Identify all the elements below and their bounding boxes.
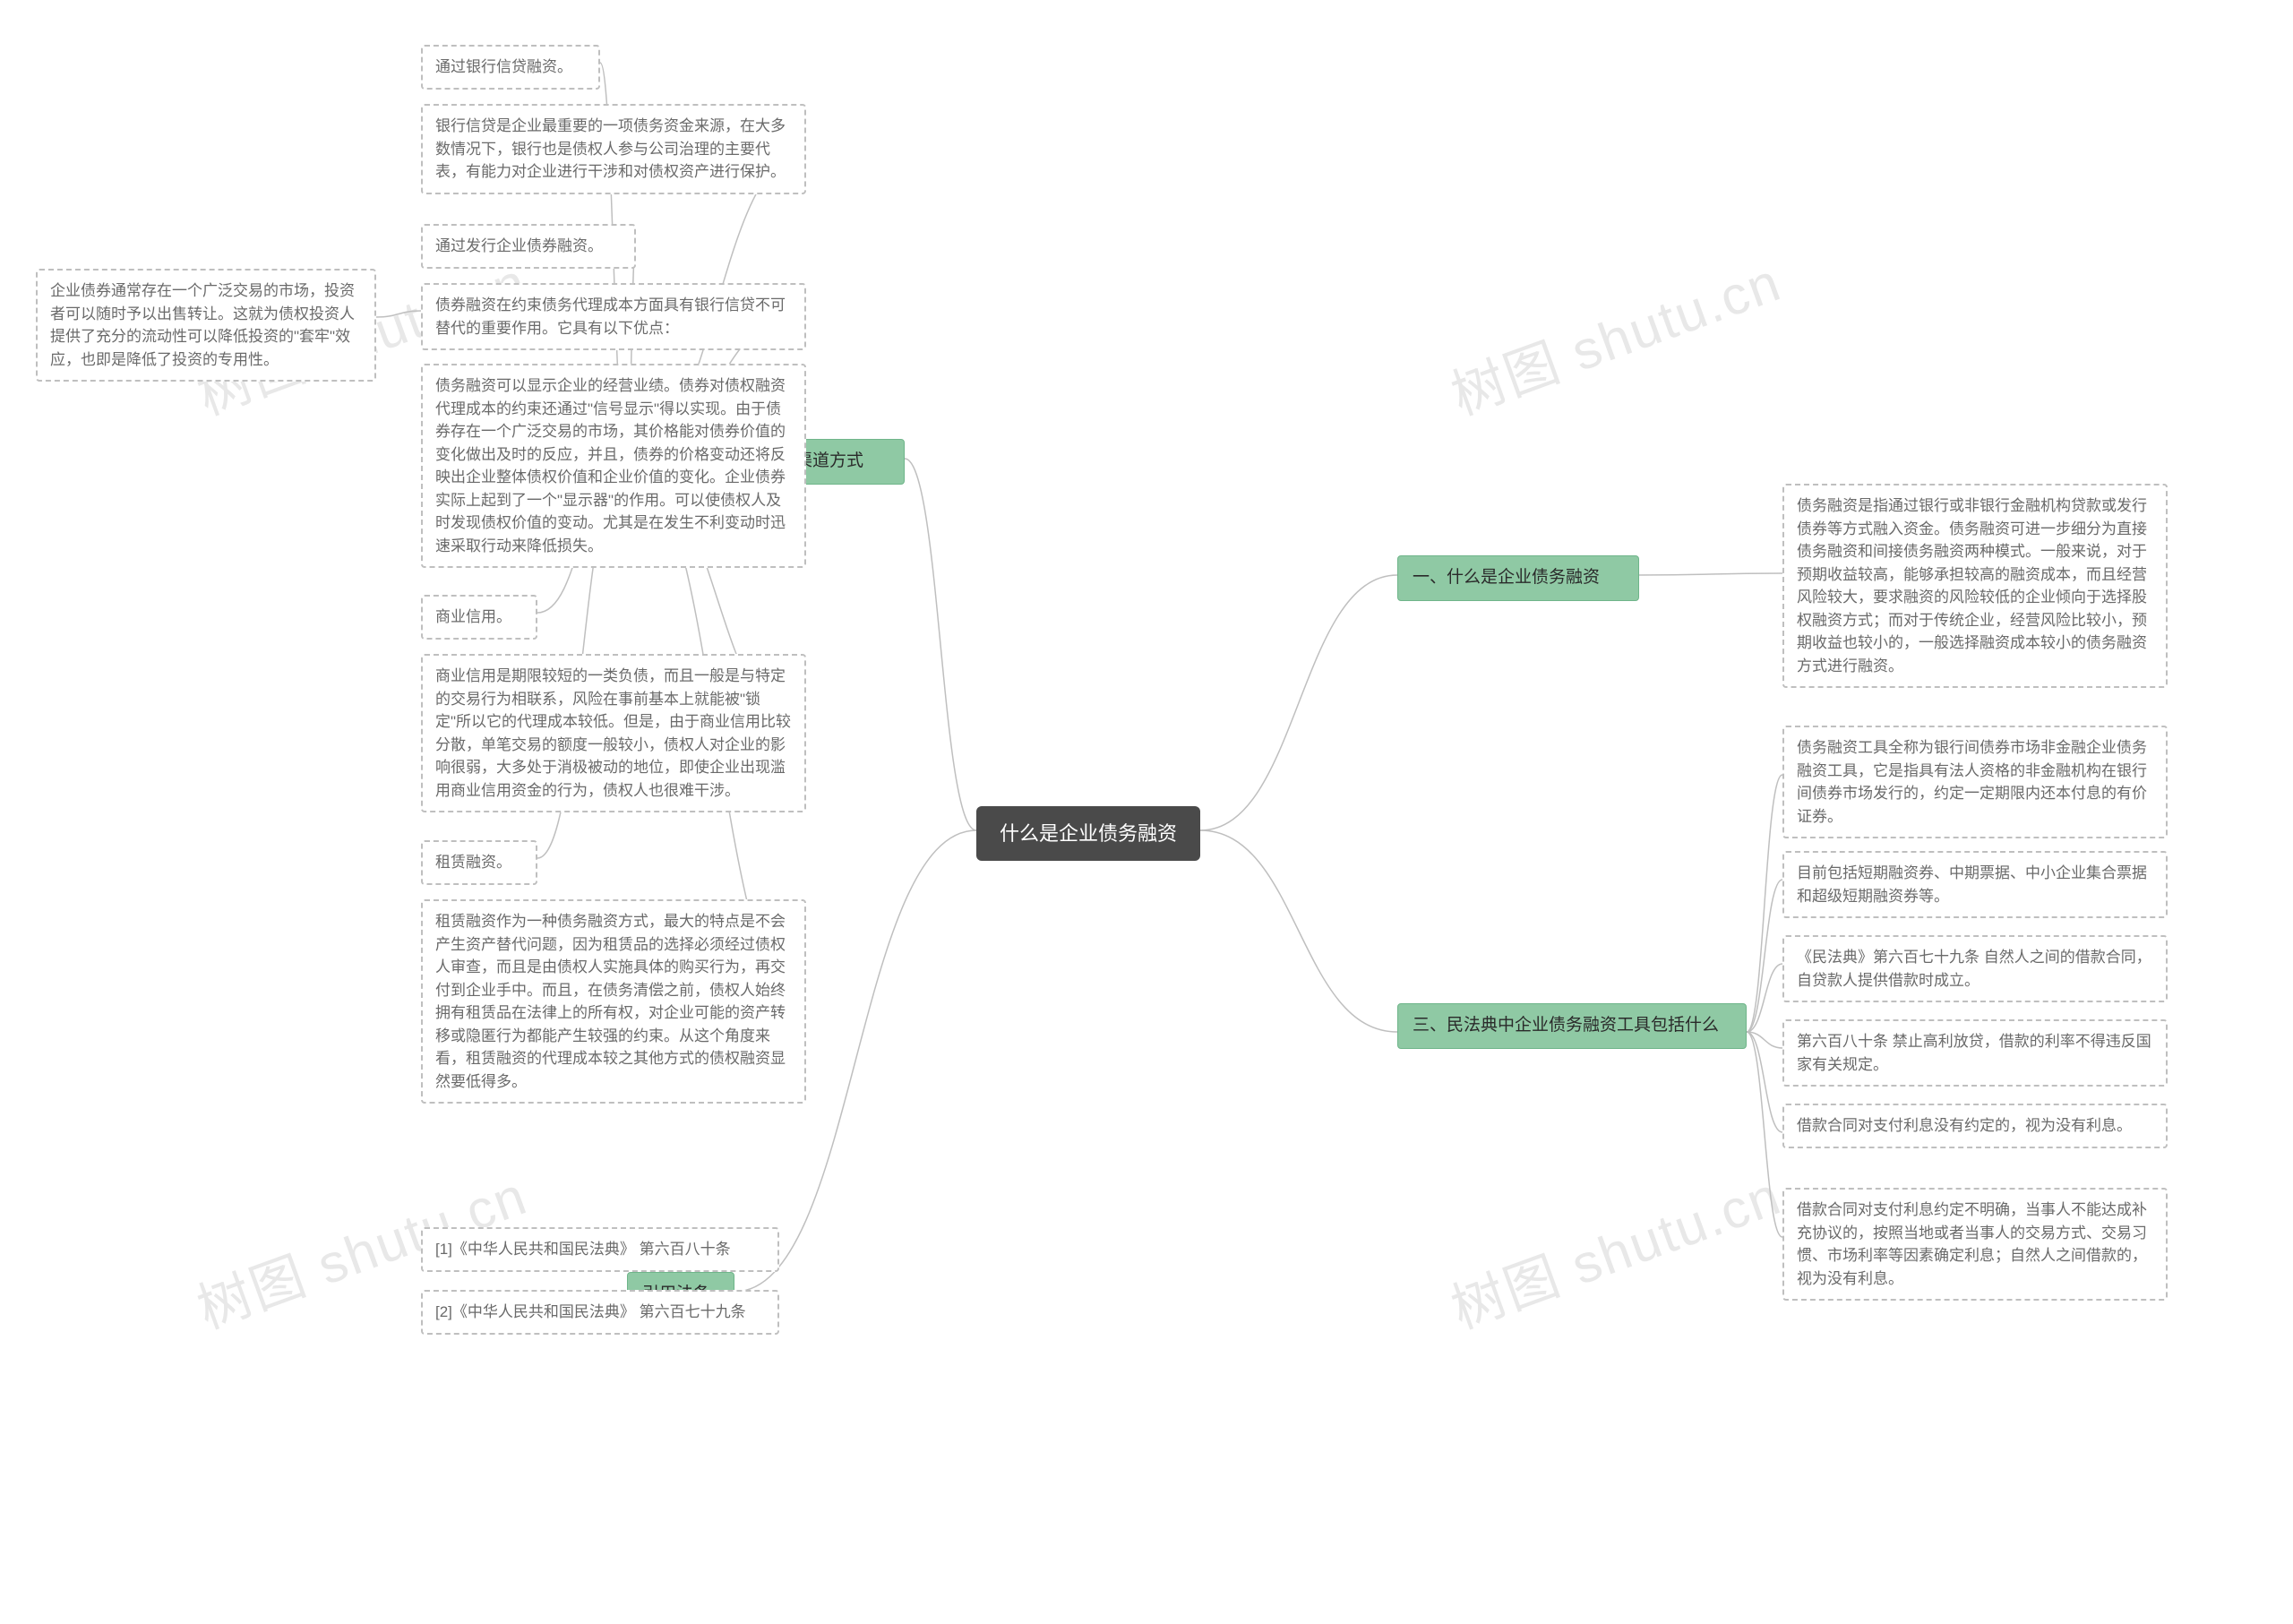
branch-b1: 一、什么是企业债务融资 xyxy=(1397,555,1639,601)
watermark: 树图 shutu.cn xyxy=(1439,239,1791,431)
branch-b3: 三、民法典中企业债务融资工具包括什么 xyxy=(1397,1003,1747,1049)
leaf-b2-8: 租赁融资作为一种债务融资方式，最大的特点是不会产生资产替代问题，因为租赁品的选择… xyxy=(421,899,806,1104)
leaf-b3-0: 债务融资工具全称为银行间债券市场非金融企业债务融资工具，它是指具有法人资格的非金… xyxy=(1782,726,2168,838)
leaf-b2-3: 债券融资在约束债务代理成本方面具有银行信贷不可替代的重要作用。它具有以下优点： xyxy=(421,283,806,350)
leaf-b3-2: 《民法典》第六百七十九条 自然人之间的借款合同，自贷款人提供借款时成立。 xyxy=(1782,935,2168,1002)
mindmap-root: 什么是企业债务融资 xyxy=(976,806,1200,861)
leaf-b2-5: 商业信用。 xyxy=(421,595,537,640)
leaf-b3-5: 借款合同对支付利息约定不明确，当事人不能达成补充协议的，按照当地或者当事人的交易… xyxy=(1782,1188,2168,1301)
leaf-b3-3: 第六百八十条 禁止高利放贷，借款的利率不得违反国家有关规定。 xyxy=(1782,1019,2168,1087)
leaf-b2-4: 债务融资可以显示企业的经营业绩。债券对债权融资代理成本的约束还通过"信号显示"得… xyxy=(421,364,806,568)
leaf-b2-2: 通过发行企业债券融资。 xyxy=(421,224,636,269)
leaf-b3-1: 目前包括短期融资券、中期票据、中小企业集合票据和超级短期融资券等。 xyxy=(1782,851,2168,918)
leaf-b2-0: 通过银行信贷融资。 xyxy=(421,45,600,90)
leaf-b4-0: [1]《中华人民共和国民法典》 第六百八十条 xyxy=(421,1227,779,1272)
leaf-b2-7: 租赁融资。 xyxy=(421,840,537,885)
leaf-b1-0: 债务融资是指通过银行或非银行金融机构贷款或发行债券等方式融入资金。债务融资可进一… xyxy=(1782,484,2168,688)
watermark: 树图 shutu.cn xyxy=(1439,1153,1791,1345)
leaf-b2-3-child: 企业债券通常存在一个广泛交易的市场，投资者可以随时予以出售转让。这就为债权投资人… xyxy=(36,269,376,382)
leaf-b3-4: 借款合同对支付利息没有约定的，视为没有利息。 xyxy=(1782,1104,2168,1148)
leaf-b2-1: 银行信贷是企业最重要的一项债务资金来源，在大多数情况下，银行也是债权人参与公司治… xyxy=(421,104,806,194)
leaf-b2-6: 商业信用是期限较短的一类负债，而且一般是与特定的交易行为相联系，风险在事前基本上… xyxy=(421,654,806,812)
leaf-b4-1: [2]《中华人民共和国民法典》 第六百七十九条 xyxy=(421,1290,779,1335)
